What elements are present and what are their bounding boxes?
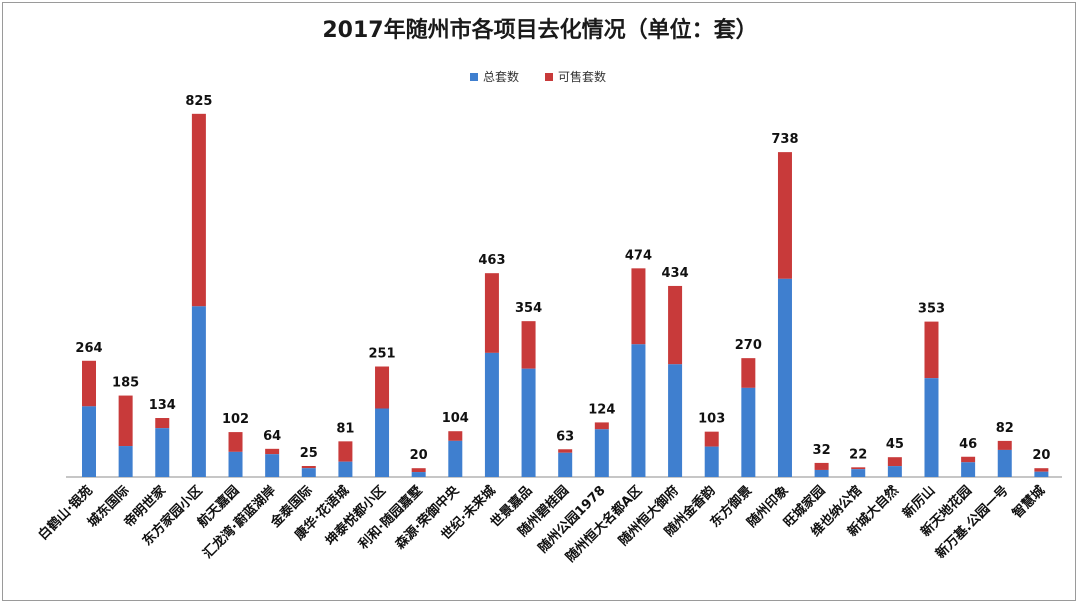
legend-label-available: 可售套数 — [558, 70, 607, 84]
category-label-10: 森源·荣御中央 — [392, 482, 463, 553]
bar-available-24 — [961, 456, 976, 463]
bar-total-2 — [155, 428, 170, 477]
data-label-6: 25 — [300, 446, 318, 461]
bar-available-19 — [777, 152, 792, 279]
data-label-21: 22 — [849, 447, 867, 462]
data-label-12: 354 — [515, 301, 542, 316]
bar-available-5 — [265, 448, 280, 455]
data-label-11: 463 — [478, 253, 505, 268]
data-label-26: 20 — [1032, 448, 1050, 463]
bar-available-16 — [668, 285, 683, 365]
bar-available-11 — [484, 273, 499, 353]
bar-total-26 — [1034, 471, 1049, 477]
legend: 总套数 可售套数 — [470, 68, 606, 85]
bar-total-4 — [228, 451, 243, 477]
data-label-15: 474 — [625, 248, 652, 263]
chart-title: 2017年随州市各项目去化情况（单位：套） — [322, 18, 758, 43]
bar-total-10 — [448, 440, 463, 477]
bar-total-20 — [814, 469, 829, 477]
bar-total-6 — [301, 468, 316, 477]
legend-swatch-available — [545, 72, 554, 81]
bar-total-17 — [704, 446, 719, 477]
bar-available-23 — [924, 321, 939, 379]
data-label-7: 81 — [336, 421, 354, 436]
bar-available-26 — [1034, 468, 1049, 472]
bar-total-25 — [997, 449, 1012, 477]
bar-total-21 — [851, 469, 866, 477]
bar-total-1 — [118, 446, 133, 477]
bar-total-16 — [668, 364, 683, 477]
bar-total-24 — [961, 462, 976, 477]
data-label-25: 82 — [996, 421, 1014, 436]
bar-total-5 — [265, 454, 280, 477]
bar-available-6 — [301, 465, 316, 469]
data-label-24: 46 — [959, 437, 977, 452]
data-label-3: 825 — [185, 94, 212, 109]
data-label-10: 104 — [442, 411, 469, 426]
data-label-9: 20 — [410, 448, 428, 463]
bar-total-13 — [558, 452, 573, 477]
legend-item-total: 总套数 — [470, 68, 519, 85]
bar-available-15 — [631, 268, 646, 345]
bar-total-3 — [191, 306, 206, 477]
data-label-8: 251 — [368, 347, 395, 362]
bar-total-7 — [338, 461, 353, 477]
legend-label-total: 总套数 — [483, 70, 520, 84]
bar-available-18 — [741, 358, 756, 388]
legend-item-available: 可售套数 — [545, 68, 606, 85]
bar-available-4 — [228, 432, 243, 452]
data-label-17: 103 — [698, 412, 725, 427]
data-label-14: 124 — [588, 402, 615, 417]
category-label-9: 利和·随园嘉墅 — [356, 483, 426, 553]
bar-available-25 — [997, 440, 1012, 450]
bar-available-22 — [887, 457, 902, 467]
bar-available-3 — [191, 113, 206, 307]
data-label-5: 64 — [263, 429, 281, 444]
bar-total-0 — [82, 406, 96, 477]
bar-total-19 — [777, 278, 792, 477]
bar-available-1 — [118, 395, 133, 447]
bar-total-8 — [375, 408, 390, 477]
data-label-19: 738 — [771, 132, 798, 147]
bar-total-23 — [924, 378, 939, 477]
bar-available-2 — [155, 418, 170, 429]
bar-available-12 — [521, 321, 536, 369]
bar-total-9 — [411, 472, 426, 477]
bar-total-22 — [887, 466, 902, 477]
bar-available-13 — [558, 449, 573, 453]
bar-available-21 — [851, 467, 866, 470]
data-label-16: 434 — [662, 266, 689, 281]
data-label-2: 134 — [149, 398, 176, 413]
data-label-23: 353 — [918, 302, 945, 317]
data-label-0: 264 — [75, 341, 102, 356]
bar-available-7 — [338, 441, 353, 462]
bar-available-14 — [594, 422, 609, 430]
data-label-22: 45 — [886, 437, 904, 452]
bar-total-11 — [484, 352, 499, 477]
bar-available-17 — [704, 431, 719, 447]
data-label-13: 63 — [556, 429, 574, 444]
bar-available-10 — [448, 431, 463, 441]
bar-available-9 — [411, 468, 426, 473]
bar-available-20 — [814, 462, 829, 470]
legend-swatch-total — [470, 72, 478, 81]
data-label-4: 102 — [222, 412, 249, 427]
category-label-0: 白鹤山·银苑 — [35, 483, 96, 544]
bar-available-0 — [82, 360, 96, 407]
data-label-18: 270 — [735, 338, 762, 353]
bar-total-12 — [521, 368, 536, 477]
bar-available-8 — [375, 366, 390, 409]
bar-total-14 — [594, 429, 609, 477]
data-label-1: 185 — [112, 376, 139, 391]
bar-total-18 — [741, 387, 756, 477]
category-label-26: 智慧城 — [1009, 483, 1048, 522]
data-label-20: 32 — [813, 443, 831, 458]
bar-total-15 — [631, 344, 646, 477]
